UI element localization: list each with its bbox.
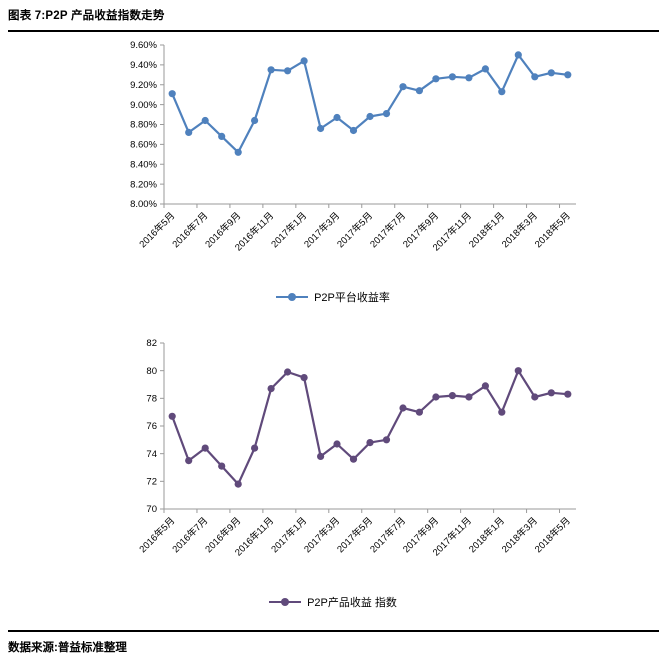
y-tick-label: 82 xyxy=(146,338,157,349)
data-point xyxy=(382,436,391,444)
series-line xyxy=(168,367,572,488)
data-point xyxy=(481,65,489,73)
y-tick-label: 9.20% xyxy=(130,80,157,91)
y-tick-label: 8.00% xyxy=(130,199,157,210)
data-point xyxy=(333,113,341,122)
data-point xyxy=(432,393,440,401)
data-point xyxy=(564,71,572,79)
p2p-product-index-chart: 82 80 78 76 74 72 702016年5月2016年7月2016年9月2016年… xyxy=(137,338,576,558)
data-point xyxy=(317,124,325,133)
y-tick-label: 72 xyxy=(146,477,157,488)
data-point xyxy=(218,132,226,140)
legend-line-marker-icon xyxy=(276,293,309,301)
data-point xyxy=(415,87,423,95)
p2p-platform-yield-chart: 9.60% 9.40% 9.20% 9.00% 8.80% 8.60% 8.40% 8.20%… xyxy=(130,40,576,253)
data-point xyxy=(481,382,489,390)
data-point xyxy=(531,73,539,81)
data-point xyxy=(317,452,325,460)
data-point xyxy=(251,444,259,452)
data-point xyxy=(185,128,193,136)
y-tick-label: 74 xyxy=(146,449,157,460)
data-point xyxy=(498,88,506,96)
data-point xyxy=(448,73,456,81)
data-point xyxy=(531,393,539,401)
data-point xyxy=(201,116,209,125)
data-point xyxy=(284,67,292,75)
data-point xyxy=(168,412,176,420)
y-tick-label: 9.60% xyxy=(130,40,157,51)
data-point xyxy=(399,83,407,91)
page-title: 图表 7:P2P 产品收益指数走势 xyxy=(8,10,165,22)
data-point xyxy=(234,480,242,488)
data-point xyxy=(201,444,209,452)
data-point xyxy=(251,116,259,125)
data-point xyxy=(185,457,193,465)
y-tick-label: 8.60% xyxy=(130,140,157,151)
data-point xyxy=(465,74,473,82)
data-point xyxy=(284,368,292,376)
legend-platform-yield: P2P平台收益率 xyxy=(0,289,666,305)
y-tick-label: 8.80% xyxy=(130,120,157,131)
data-point xyxy=(168,90,176,98)
data-point xyxy=(432,75,440,83)
data-source-note: 数据来源:普益标准整理 xyxy=(8,642,127,654)
data-point xyxy=(234,148,242,156)
legend-product-index: P2P产品收益 指数 xyxy=(0,594,666,610)
data-point xyxy=(267,66,275,74)
x-tick-label: 2018年5月 xyxy=(532,515,573,556)
data-point xyxy=(267,385,275,393)
y-tick-label: 76 xyxy=(146,421,157,432)
data-point xyxy=(349,126,358,135)
data-point xyxy=(415,408,423,416)
data-point xyxy=(448,392,456,400)
y-axis: 82 80 78 76 74 72 70 xyxy=(146,338,165,515)
x-axis: 2016年5月2016年7月2016年9月2016年11月2017年1月2017… xyxy=(137,203,576,253)
legend-label: P2P产品收益 指数 xyxy=(307,597,397,609)
source-divider xyxy=(8,630,659,632)
y-tick-label: 80 xyxy=(146,366,157,377)
y-tick-label: 70 xyxy=(146,504,157,515)
data-point xyxy=(366,439,374,447)
y-tick-label: 8.20% xyxy=(130,179,157,190)
data-point xyxy=(547,389,555,397)
data-point xyxy=(498,408,506,416)
data-point xyxy=(547,69,555,77)
data-point xyxy=(465,393,473,401)
legend-line-marker-icon xyxy=(269,598,302,606)
legend-label: P2P平台收益率 xyxy=(314,292,390,304)
x-axis: 2016年5月2016年7月2016年9月2016年11月2017年1月2017… xyxy=(137,508,576,558)
data-point xyxy=(514,367,522,375)
legend-dot-icon xyxy=(288,293,297,301)
data-point xyxy=(300,57,308,65)
y-tick-label: 9.40% xyxy=(130,60,157,71)
data-point xyxy=(333,440,341,448)
y-tick-label: 8.40% xyxy=(130,159,157,170)
x-tick-label: 2018年5月 xyxy=(532,210,573,251)
data-point xyxy=(382,110,391,118)
series-line xyxy=(168,51,572,156)
data-point xyxy=(564,390,572,398)
title-divider xyxy=(8,30,659,32)
y-tick-label: 78 xyxy=(146,394,157,405)
y-tick-label: 9.00% xyxy=(130,100,157,111)
data-point xyxy=(349,455,358,463)
data-point xyxy=(218,462,226,470)
data-point xyxy=(366,112,374,121)
data-point xyxy=(514,51,522,59)
data-point xyxy=(300,374,308,382)
y-axis: 9.60% 9.40% 9.20% 9.00% 8.80% 8.60% 8.40% 8.20%… xyxy=(130,40,165,210)
legend-dot-icon xyxy=(281,598,290,606)
data-point xyxy=(399,404,407,412)
